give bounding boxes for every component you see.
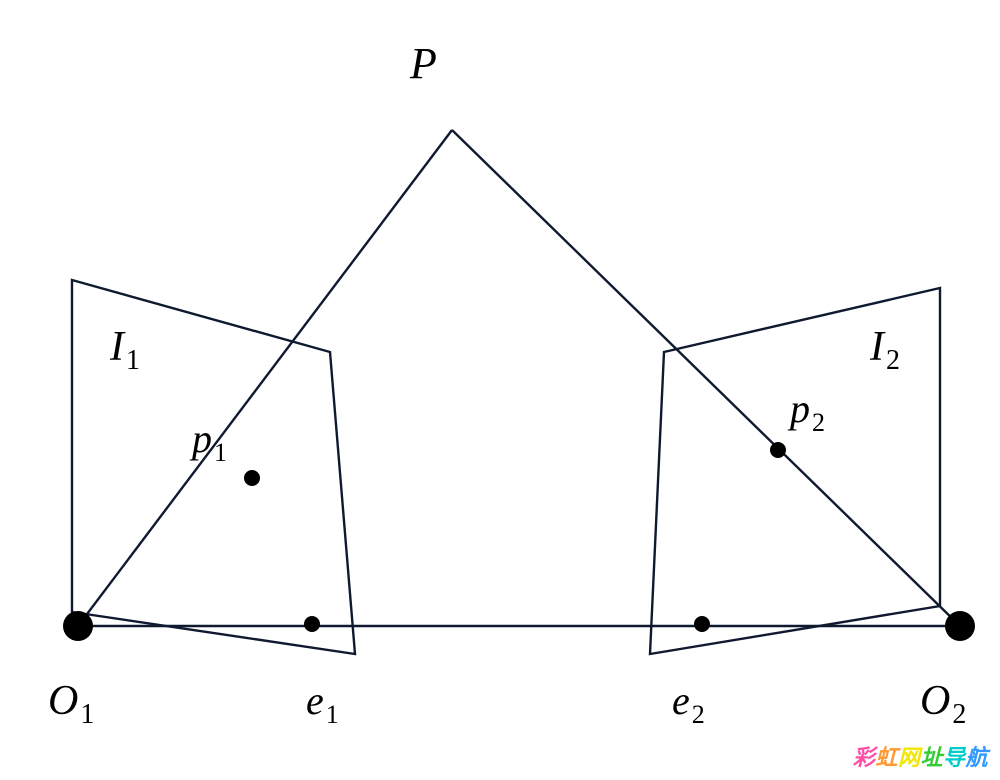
label-O1: O1 <box>48 678 94 730</box>
watermark-char: 彩 <box>853 745 876 770</box>
watermark: 彩虹网址导航 <box>853 740 988 772</box>
points-group <box>63 442 975 641</box>
point-p2 <box>770 442 786 458</box>
line-ray-left <box>78 130 452 626</box>
label-e2: e2 <box>672 678 705 729</box>
label-P: P <box>409 39 437 88</box>
point-e1 <box>304 616 320 632</box>
point-O1 <box>63 611 93 641</box>
point-p1 <box>244 470 260 486</box>
point-O2 <box>945 611 975 641</box>
label-I1: I1 <box>109 324 140 376</box>
watermark-char: 航 <box>965 745 988 770</box>
label-e1: e1 <box>306 678 339 729</box>
line-ray-right <box>452 130 960 626</box>
watermark-char: 虹 <box>875 745 898 770</box>
label-p1: p1 <box>189 416 227 467</box>
label-I2: I2 <box>869 324 900 376</box>
label-O2: O2 <box>920 678 966 730</box>
watermark-char: 导 <box>943 745 966 770</box>
lines-group <box>78 130 960 626</box>
image-plane-right <box>650 288 940 654</box>
epipolar-diagram: P I1 I2 p1 p2 e1 e2 O1 O2 <box>0 0 1000 780</box>
watermark-char: 网 <box>898 745 921 770</box>
point-e2 <box>694 616 710 632</box>
label-p2: p2 <box>787 386 825 437</box>
watermark-char: 址 <box>920 745 943 770</box>
